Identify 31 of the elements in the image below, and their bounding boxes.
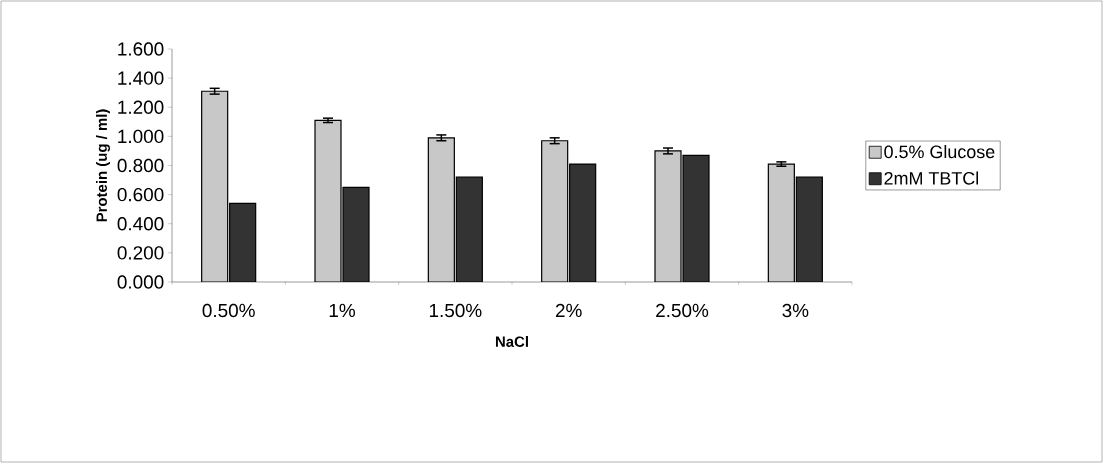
legend-label: 2mM TBTCl bbox=[884, 171, 978, 185]
bar bbox=[427, 137, 455, 282]
bar bbox=[767, 163, 795, 282]
x-tick-label: 1% bbox=[329, 303, 355, 318]
bar bbox=[201, 90, 229, 282]
y-tick-label: 1.000 bbox=[118, 129, 164, 144]
y-tick-label: 0.800 bbox=[117, 158, 164, 173]
y-axis-title: Protein (ug / ml) bbox=[96, 109, 111, 222]
bar bbox=[654, 150, 682, 282]
bar bbox=[541, 140, 569, 282]
x-tick-label: 2% bbox=[555, 303, 582, 318]
y-tick-label: 0.600 bbox=[117, 187, 164, 202]
x-axis-title: NaCl bbox=[495, 336, 528, 347]
x-tick-label: 0.50% bbox=[202, 303, 255, 318]
bar bbox=[682, 154, 710, 282]
x-tick-label: 1.50% bbox=[429, 303, 482, 318]
bar bbox=[455, 176, 483, 282]
bar bbox=[314, 119, 342, 282]
y-tick-label: 0.000 bbox=[117, 275, 164, 289]
bar bbox=[229, 202, 257, 282]
bar bbox=[795, 176, 823, 282]
y-tick-label: 0.200 bbox=[117, 246, 164, 260]
x-tick-label: 3% bbox=[782, 303, 809, 318]
y-tick-label: 1.200 bbox=[118, 100, 164, 114]
y-tick-label: 1.400 bbox=[118, 71, 164, 85]
bar bbox=[569, 163, 597, 282]
bar bbox=[342, 186, 370, 282]
legend-label: 0.5% Glucose bbox=[884, 145, 995, 159]
y-tick-label: 0.400 bbox=[117, 217, 164, 231]
x-tick-label: 2.50% bbox=[656, 303, 709, 318]
y-tick-label: 1.600 bbox=[118, 42, 164, 56]
